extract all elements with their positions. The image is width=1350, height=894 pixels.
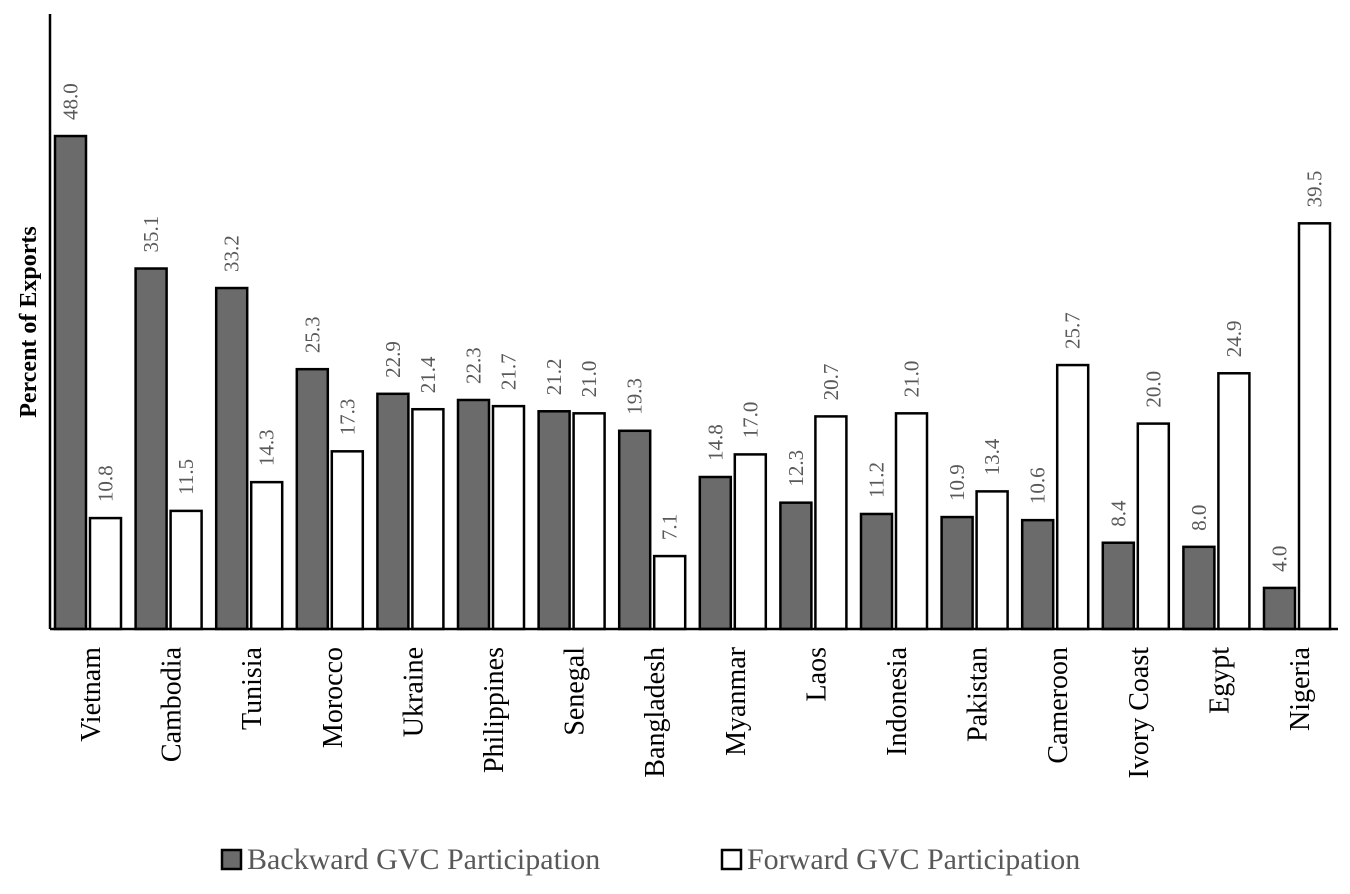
x-tick-label-cameroon: Cameroon [1043, 647, 1074, 764]
data-label-forward-pakistan: 13.4 [980, 438, 1004, 475]
legend-label-forward: Forward GVC Participation [747, 843, 1080, 876]
data-label-forward-cameroon: 25.7 [1061, 312, 1085, 349]
legend-swatch-backward [220, 848, 243, 871]
data-label-forward-bangladesh: 7.1 [658, 514, 682, 540]
data-label-backward-tunisia: 33.2 [220, 235, 244, 272]
bar-backward-cambodia [134, 267, 168, 631]
bar-forward-pakistan [975, 490, 1009, 631]
data-label-forward-vietnam: 10.8 [94, 465, 118, 502]
data-label-forward-cambodia: 11.5 [174, 459, 198, 495]
data-label-forward-tunisia: 14.3 [255, 429, 279, 466]
x-tick-label-bangladesh: Bangladesh [640, 647, 671, 778]
x-tick-label-pakistan: Pakistan [963, 647, 994, 742]
data-labels-group: 48.0 10.8 35.1 11.5 33.2 14.3 25.3 17.3 22.9 21.4… [59, 83, 1327, 572]
bar-backward-morocco [295, 367, 330, 631]
bar-forward-vietnam [88, 516, 123, 631]
data-label-backward-cameroon: 10.6 [1026, 467, 1050, 504]
bar-backward-senegal [537, 410, 571, 631]
bar-forward-philippines [491, 404, 526, 631]
x-tick-label-tunisia: Tunisia [237, 646, 268, 730]
data-label-backward-vietnam: 48.0 [59, 83, 83, 120]
bar-backward-cameroon [1020, 518, 1055, 631]
bar-backward-nigeria [1262, 586, 1297, 631]
bar-forward-laos [814, 415, 848, 631]
x-tick-label-laos: Laos [801, 647, 832, 701]
data-label-forward-ivory-coast: 20.0 [1141, 371, 1165, 408]
x-tick-label-ukraine: Ukraine [398, 647, 429, 737]
bar-backward-tunisia [214, 286, 249, 631]
bar-forward-nigeria [1297, 222, 1332, 631]
bar-backward-laos [779, 501, 813, 631]
data-label-backward-ukraine: 22.9 [381, 341, 405, 378]
x-tick-label-indonesia: Indonesia [882, 646, 913, 755]
data-label-backward-pakistan: 10.9 [945, 464, 969, 501]
data-label-backward-indonesia: 11.2 [865, 462, 889, 498]
bar-forward-bangladesh [652, 554, 687, 631]
legend-swatch-forward [720, 848, 743, 871]
bar-forward-cambodia [169, 509, 203, 631]
data-label-backward-bangladesh: 19.3 [623, 378, 647, 415]
legend: Backward GVC Participation Forward GVC Pa… [220, 843, 1080, 876]
data-label-backward-senegal: 21.2 [542, 359, 566, 396]
bar-forward-ukraine [411, 407, 445, 631]
data-label-forward-philippines: 21.7 [497, 353, 521, 390]
data-label-forward-senegal: 21.0 [577, 361, 601, 398]
data-label-backward-philippines: 22.3 [462, 347, 486, 384]
bar-forward-myanmar [733, 453, 768, 631]
bar-backward-ukraine [376, 392, 410, 631]
x-tick-label-ivory-coast: Ivory Coast [1124, 647, 1155, 779]
data-label-forward-nigeria: 39.5 [1303, 171, 1327, 208]
data-label-backward-morocco: 25.3 [300, 316, 324, 353]
bar-forward-senegal [572, 412, 606, 631]
bar-backward-pakistan [940, 515, 974, 631]
x-tick-label-myanmar: Myanmar [721, 646, 752, 756]
data-label-backward-egypt: 8.0 [1187, 505, 1211, 531]
x-tick-label-philippines: Philippines [479, 647, 510, 773]
x-tick-label-cambodia: Cambodia [157, 646, 188, 762]
bar-backward-egypt [1182, 545, 1216, 631]
x-tick-label-nigeria: Nigeria [1285, 646, 1316, 731]
bar-backward-vietnam [53, 134, 88, 631]
bar-backward-myanmar [698, 475, 733, 631]
data-label-forward-myanmar: 17.0 [738, 402, 762, 439]
bar-forward-indonesia [894, 412, 929, 631]
data-label-backward-myanmar: 14.8 [703, 424, 727, 461]
y-axis-label: Percent of Exports [16, 226, 42, 418]
bar-backward-philippines [456, 398, 491, 631]
bar-forward-cameroon [1055, 363, 1090, 631]
x-tick-label-vietnam: Vietnam [76, 647, 107, 742]
bar-forward-egypt [1217, 372, 1251, 631]
bar-backward-indonesia [859, 512, 894, 631]
legend-label-backward: Backward GVC Participation [247, 843, 600, 876]
x-tick-label-morocco: Morocco [318, 647, 349, 748]
data-label-forward-laos: 20.7 [819, 364, 843, 401]
data-label-backward-ivory-coast: 8.4 [1106, 500, 1130, 527]
bars-group [53, 134, 1332, 631]
bar-backward-bangladesh [617, 429, 652, 631]
data-label-forward-indonesia: 21.0 [900, 361, 924, 398]
bar-backward-ivory-coast [1101, 541, 1136, 631]
data-label-forward-ukraine: 21.4 [416, 356, 440, 393]
data-label-backward-laos: 12.3 [784, 450, 808, 487]
data-label-backward-nigeria: 4.0 [1268, 546, 1292, 572]
bar-forward-tunisia [249, 480, 284, 631]
data-label-forward-morocco: 17.3 [335, 399, 359, 436]
bar-forward-morocco [330, 450, 365, 631]
x-tick-labels-group: Vietnam Cambodia Tunisia Morocco Ukraine Phil… [76, 646, 1316, 778]
data-label-backward-cambodia: 35.1 [139, 216, 163, 253]
x-tick-label-egypt: Egypt [1204, 647, 1235, 714]
bar-forward-ivory-coast [1136, 422, 1171, 631]
data-label-forward-egypt: 24.9 [1222, 321, 1246, 358]
x-tick-label-senegal: Senegal [560, 647, 591, 736]
